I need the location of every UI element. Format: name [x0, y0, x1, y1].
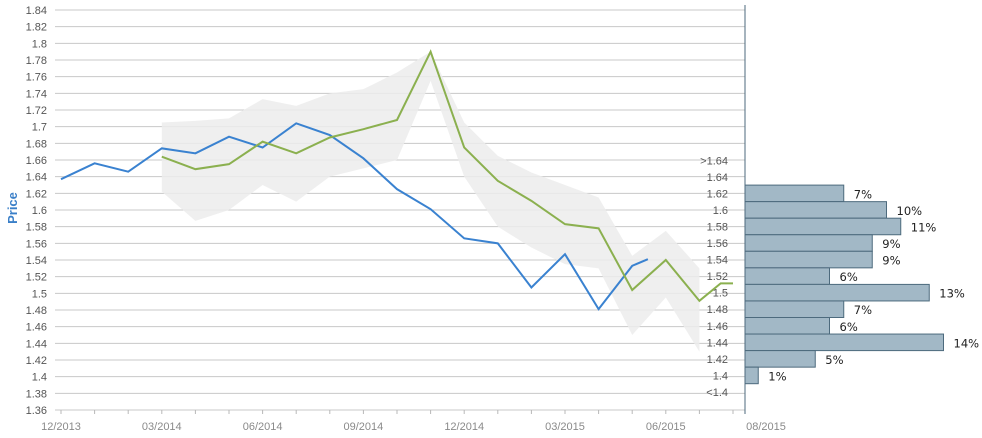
histogram-bin-label: <1.4: [706, 387, 728, 399]
histogram-bar-value: 11%: [911, 220, 937, 234]
y-tick-label: 1.62: [26, 188, 47, 200]
histogram-bar: [744, 184, 845, 203]
histogram-bar-value: 6%: [840, 320, 858, 334]
histogram-bin-label: 1.5: [713, 288, 728, 300]
series-lines: [60, 49, 733, 311]
histogram-bin-label: 1.54: [707, 255, 728, 267]
y-tick-label: 1.64: [26, 172, 47, 184]
x-tick-labels: 12/2013 03/2014 06/2014 09/2014 12/2014 03/20…: [41, 421, 786, 433]
y-tick-label: 1.54: [26, 255, 47, 267]
histogram-bin-label: 1.52: [707, 271, 728, 283]
x-tick-label: 06/2014: [243, 421, 283, 433]
x-tick-label: 12/2013: [41, 421, 81, 433]
histogram-bin-label: 1.44: [707, 337, 728, 349]
y-axis-label: Price: [5, 192, 20, 224]
histogram-bin-label: 1.58: [707, 221, 728, 233]
grid: [55, 9, 745, 411]
histogram-bin-label: >1.64: [700, 155, 728, 167]
y-tick-label: 1.8: [32, 38, 47, 50]
y-tick-label: 1.6: [32, 205, 47, 217]
y-tick-label: 1.42: [26, 355, 47, 367]
y-tick-label: 1.52: [26, 272, 47, 284]
histogram-bar-value: 1%: [768, 369, 786, 383]
histogram-bar-value: 13%: [939, 287, 965, 301]
y-tick-label: 1.74: [26, 88, 47, 100]
histogram-bar: [744, 217, 902, 236]
y-tick-label: 1.78: [26, 55, 47, 67]
x-tick-label: 09/2014: [344, 421, 384, 433]
histogram-bar-value: 7%: [854, 303, 872, 317]
histogram-bar-value: 9%: [882, 237, 900, 251]
histogram-bin-label: 1.4: [713, 370, 728, 382]
y-tick-label: 1.38: [26, 388, 47, 400]
histogram-bar-value: 10%: [897, 204, 923, 218]
x-tick-label: 12/2014: [444, 421, 484, 433]
histogram-bar: [744, 366, 759, 385]
histogram-bar: [744, 267, 830, 285]
histogram-bar: [744, 234, 873, 252]
y-tick-label: 1.44: [26, 338, 47, 350]
green-series-line: [161, 49, 733, 303]
histogram-bar-value: 14%: [954, 336, 980, 350]
y-tick-label: 1.82: [26, 22, 47, 34]
y-tick-label: 1.4: [32, 372, 47, 384]
y-tick-label: 1.48: [26, 305, 47, 317]
y-tick-label: 1.66: [26, 155, 47, 167]
histogram-bar: [744, 333, 944, 352]
histogram-bin-label: 1.56: [707, 238, 728, 250]
histogram-bar: [744, 283, 930, 302]
histogram-bar-value: 9%: [882, 254, 900, 268]
y-tick-label: 1.56: [26, 238, 47, 250]
y-tick-label: 1.84: [26, 5, 47, 17]
x-tick-label: 08/2015: [746, 421, 786, 433]
histogram: >1.64 1.64 1.62 7% 1.6 10% 1.58 11% 1.56 9% 1.54 9%…: [700, 155, 979, 399]
histogram-bar-value: 5%: [825, 353, 843, 367]
blue-series-line: [60, 122, 649, 311]
histogram-bin-label: 1.42: [707, 354, 728, 366]
y-tick-label: 1.7: [32, 122, 47, 134]
histogram-bin-label: 1.48: [707, 304, 728, 316]
y-tick-label: 1.5: [32, 288, 47, 300]
histogram-bar: [744, 250, 873, 269]
histogram-bin-label: 1.6: [713, 205, 728, 217]
y-tick-label: 1.36: [26, 405, 47, 417]
y-tick-label: 1.72: [26, 105, 47, 117]
histogram-bin-label: 1.64: [707, 172, 728, 184]
x-tick-label: 03/2014: [142, 421, 182, 433]
histogram-bin-label: 1.46: [707, 321, 728, 333]
histogram-bar: [744, 317, 830, 335]
y-tick-label: 1.46: [26, 322, 47, 334]
histogram-bar: [744, 300, 845, 319]
y-tick-labels: 1.84 1.82 1.8 1.78 1.76 1.74 1.72 1.7 1.68 1.66 1.…: [26, 5, 47, 417]
histogram-bar-value: 6%: [840, 270, 858, 284]
forecast-band-area: [161, 51, 700, 352]
x-tick-label: 03/2015: [545, 421, 585, 433]
y-tick-label: 1.76: [26, 72, 47, 84]
y-tick-label: 1.58: [26, 222, 47, 234]
histogram-bar-value: 7%: [854, 187, 872, 201]
histogram-bin-label: 1.62: [707, 188, 728, 200]
x-tick-label: 06/2015: [646, 421, 686, 433]
histogram-bar: [744, 350, 816, 368]
histogram-bar: [744, 201, 887, 219]
y-tick-label: 1.68: [26, 138, 47, 150]
forecast-band: [161, 51, 700, 352]
